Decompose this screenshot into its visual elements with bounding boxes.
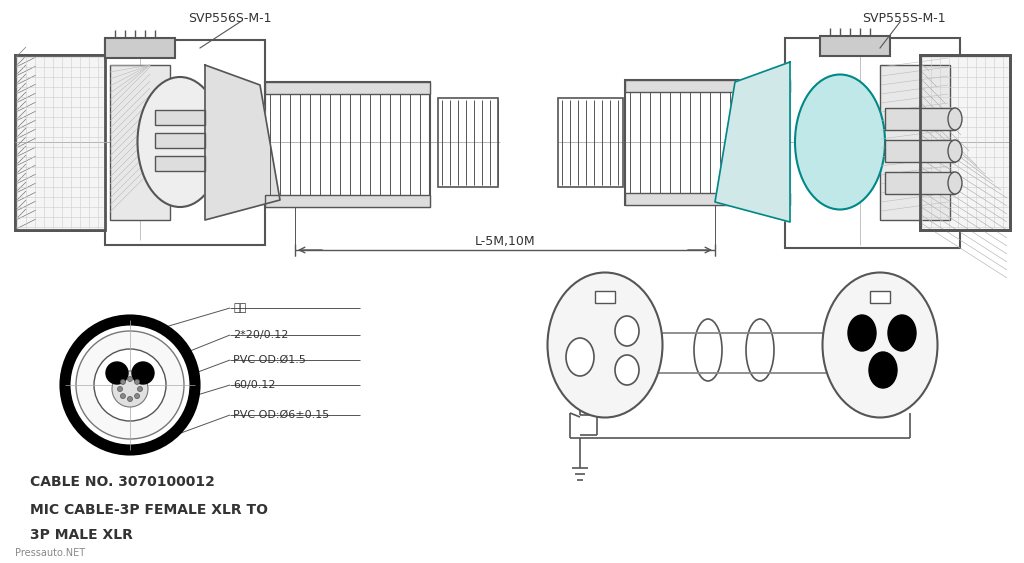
Circle shape — [121, 379, 125, 385]
Circle shape — [65, 320, 195, 450]
Bar — [105, 40, 265, 245]
Text: 60/0.12: 60/0.12 — [233, 380, 275, 390]
Bar — [625, 80, 790, 92]
Text: 3: 3 — [896, 374, 903, 384]
Circle shape — [121, 394, 125, 399]
Ellipse shape — [615, 355, 639, 385]
Bar — [110, 65, 170, 220]
Circle shape — [112, 371, 148, 407]
Circle shape — [76, 331, 184, 439]
Bar — [265, 82, 430, 207]
Ellipse shape — [615, 316, 639, 346]
Bar — [558, 98, 623, 187]
Circle shape — [128, 377, 132, 382]
Text: PVC OD:Ø6±0.15: PVC OD:Ø6±0.15 — [233, 410, 330, 420]
Circle shape — [118, 387, 123, 391]
Bar — [885, 140, 955, 162]
Text: MIC CABLE-3P FEMALE XLR TO: MIC CABLE-3P FEMALE XLR TO — [30, 503, 268, 517]
Circle shape — [134, 394, 139, 399]
Ellipse shape — [948, 172, 962, 194]
Bar — [625, 193, 790, 205]
Bar — [885, 108, 955, 130]
Text: 3P MALE XLR: 3P MALE XLR — [30, 528, 133, 542]
Ellipse shape — [566, 338, 594, 376]
Bar — [15, 55, 105, 230]
Bar — [438, 98, 498, 187]
Bar — [265, 82, 430, 94]
Bar — [155, 110, 205, 125]
Bar — [820, 36, 890, 56]
Text: 棉线: 棉线 — [233, 303, 246, 313]
Polygon shape — [205, 65, 280, 220]
Bar — [625, 80, 790, 205]
Text: Pressauto.NET: Pressauto.NET — [15, 548, 85, 558]
Circle shape — [106, 362, 128, 384]
Ellipse shape — [948, 108, 962, 130]
Ellipse shape — [795, 74, 885, 209]
Bar — [920, 55, 1010, 230]
Circle shape — [132, 362, 154, 384]
Ellipse shape — [746, 319, 774, 381]
Bar — [595, 291, 615, 303]
Ellipse shape — [548, 272, 663, 418]
Text: L-5M,10M: L-5M,10M — [475, 235, 536, 248]
Circle shape — [94, 349, 166, 421]
Polygon shape — [715, 62, 790, 222]
Bar — [880, 65, 950, 220]
Text: 1: 1 — [555, 345, 561, 355]
Ellipse shape — [888, 315, 916, 351]
Bar — [920, 55, 1010, 230]
Text: 3: 3 — [606, 342, 613, 352]
Bar — [785, 38, 961, 248]
Text: 2: 2 — [839, 320, 846, 330]
Text: PVC OD:Ø1.5: PVC OD:Ø1.5 — [233, 355, 306, 365]
Bar — [155, 133, 205, 148]
Bar — [155, 156, 205, 171]
Text: CABLE NO. 3070100012: CABLE NO. 3070100012 — [30, 475, 215, 489]
Circle shape — [134, 379, 139, 385]
Ellipse shape — [137, 77, 222, 207]
Ellipse shape — [848, 315, 876, 351]
Circle shape — [128, 396, 132, 401]
Bar — [870, 291, 890, 303]
Bar — [265, 195, 430, 207]
Ellipse shape — [869, 352, 897, 388]
Bar — [105, 38, 175, 58]
Ellipse shape — [694, 319, 722, 381]
Text: 2*20/0.12: 2*20/0.12 — [233, 330, 289, 340]
Circle shape — [137, 387, 142, 391]
Bar — [885, 172, 955, 194]
Bar — [15, 55, 105, 230]
Text: SVP556S-M-1: SVP556S-M-1 — [188, 11, 271, 25]
Text: 2: 2 — [611, 318, 618, 328]
Ellipse shape — [822, 272, 938, 418]
Ellipse shape — [948, 140, 962, 162]
Text: 1: 1 — [919, 320, 926, 330]
Text: SVP555S-M-1: SVP555S-M-1 — [862, 11, 945, 25]
